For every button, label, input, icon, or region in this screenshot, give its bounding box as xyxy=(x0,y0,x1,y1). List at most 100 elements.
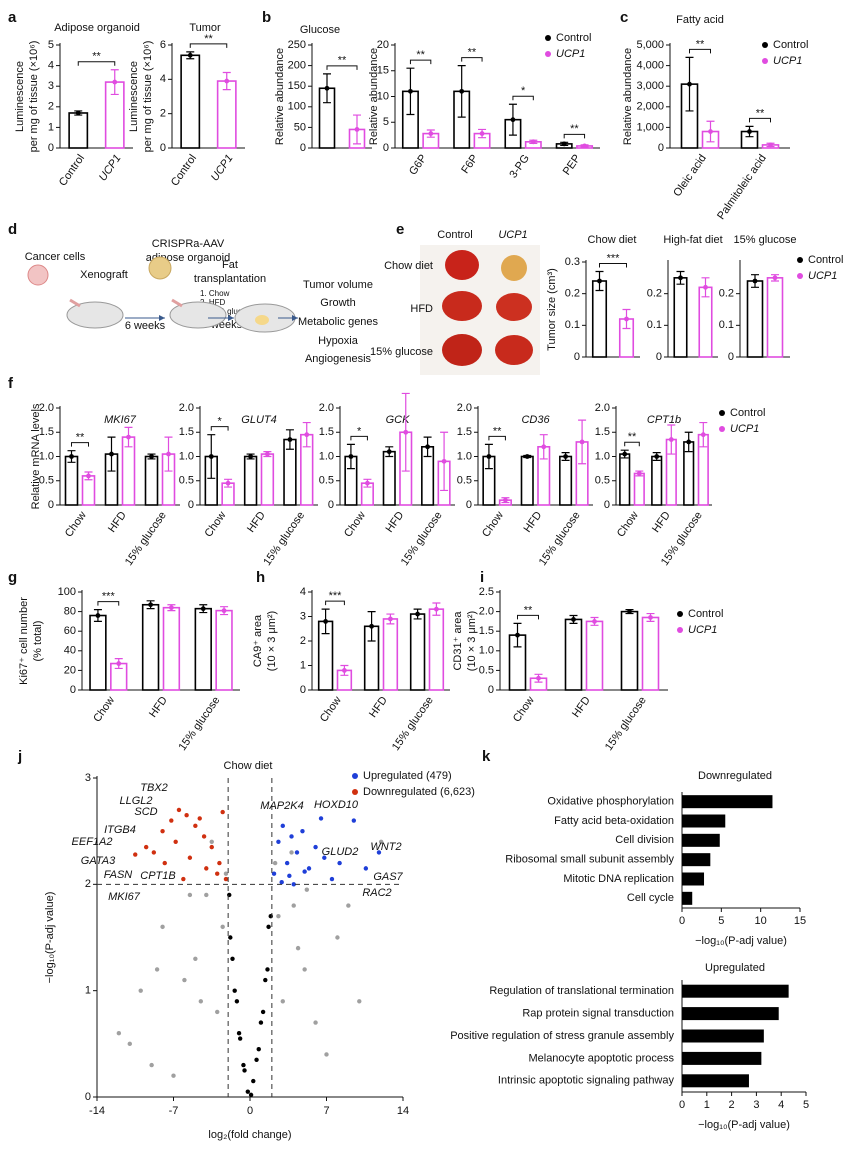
mean-dot xyxy=(668,437,674,442)
sig-label: ** xyxy=(493,425,502,437)
point xyxy=(263,977,268,983)
mean-dot xyxy=(75,110,81,116)
bar xyxy=(766,277,784,358)
y-tick-label: 1 xyxy=(48,121,54,133)
sig-label: ** xyxy=(338,55,347,67)
legend-label: UCP1 xyxy=(808,270,837,282)
bar xyxy=(682,872,705,886)
x-tick-label: HFD xyxy=(367,694,390,719)
schematic-text: 3. 15% glucose xyxy=(200,307,255,316)
y-tick-label: Melanocyte apoptotic process xyxy=(528,1052,674,1064)
mean-dot xyxy=(403,429,409,435)
y-tick-label: Mitotic DNA replication xyxy=(563,873,674,885)
mean-dot xyxy=(166,451,171,457)
schematic-text: Cancer cells xyxy=(25,251,86,263)
gene-label: HOXD10 xyxy=(314,799,359,811)
y-axis-label: per mg of tissue (×10⁶) xyxy=(28,41,40,153)
panel-letter: b xyxy=(262,9,271,26)
point xyxy=(234,999,240,1004)
chart-title: CPT1b xyxy=(647,414,681,426)
bar xyxy=(682,833,720,847)
point xyxy=(237,1036,243,1041)
bar xyxy=(651,455,663,506)
point xyxy=(138,988,143,993)
y-tick-label: 0 xyxy=(728,351,734,363)
gene-label: CPT1B xyxy=(140,870,175,882)
mean-dot xyxy=(200,606,206,612)
point xyxy=(184,813,189,818)
x-tick-label: 7 xyxy=(323,1105,329,1117)
chart-title: 15% glucose xyxy=(734,234,797,246)
tumor xyxy=(495,335,533,365)
photo-row: Chow diet xyxy=(384,260,433,272)
x-tick-label: 15% glucose xyxy=(399,510,445,568)
bar xyxy=(682,814,726,828)
y-tick-label: 1.0 xyxy=(479,645,494,657)
mean-dot xyxy=(627,609,632,614)
mean-dot xyxy=(700,432,706,438)
chart: Upregulated 0 1 2 3 4 5 −log₁₀(P-adj value) Regu… xyxy=(450,962,809,1131)
y-tick-label: Positive regulation of stress granule as… xyxy=(450,1030,674,1042)
chart-title: Upregulated xyxy=(705,962,765,974)
sig-bracket xyxy=(350,435,368,441)
point xyxy=(209,844,214,850)
point xyxy=(160,828,165,834)
point xyxy=(291,882,296,887)
y-tick-label: 0 xyxy=(48,499,54,511)
x-tick-label: HFD xyxy=(522,509,545,534)
sig-bracket xyxy=(461,57,483,62)
x-tick-label: Chow xyxy=(480,509,506,539)
point xyxy=(322,855,327,860)
point xyxy=(182,977,187,983)
gene-label: GATA3 xyxy=(81,855,116,867)
y-tick-label: 5 xyxy=(383,116,389,128)
mean-dot xyxy=(348,454,354,459)
point xyxy=(294,850,300,855)
mean-dot xyxy=(510,117,516,123)
point xyxy=(279,880,284,885)
mean-dot xyxy=(582,143,587,149)
bar xyxy=(682,1074,749,1088)
chart: j Chow diet −log₁₀(P-adj value) 0 1 2 3 -14 -7 0 7… xyxy=(17,748,475,1141)
mean-dot xyxy=(636,471,642,476)
mean-dot xyxy=(69,454,74,459)
y-tick-label: Rap protein signal transduction xyxy=(522,1008,674,1020)
mean-dot xyxy=(441,458,447,464)
y-tick-label: 200 xyxy=(288,60,306,72)
y-tick-label: 2.0 xyxy=(479,606,494,618)
y-tick-label: 0 xyxy=(85,1091,91,1103)
mean-dot xyxy=(459,88,465,94)
mouse xyxy=(169,301,227,329)
point xyxy=(304,887,310,892)
panel-letter: j xyxy=(17,748,22,765)
bar xyxy=(243,455,258,506)
legend-marker xyxy=(545,35,551,41)
mean-dot xyxy=(304,432,310,438)
y-tick-label: Cell division xyxy=(615,834,674,846)
bar xyxy=(141,603,160,691)
sig-bracket xyxy=(624,441,640,447)
photo-column: Control xyxy=(437,229,472,241)
sig-label: ** xyxy=(92,51,101,63)
x-tick-label: 15 xyxy=(794,915,806,927)
chart-title: Chow diet xyxy=(588,234,637,246)
mean-dot xyxy=(708,129,713,134)
bar xyxy=(682,984,789,998)
mean-dot xyxy=(434,606,439,612)
y-tick-label: 0 xyxy=(658,142,664,154)
y-tick-label: 0 xyxy=(70,684,76,696)
x-tick-label: HFD xyxy=(106,509,129,534)
x-tick-label: Chow xyxy=(318,694,344,724)
y-tick-label: 0.5 xyxy=(319,475,334,487)
mean-dot xyxy=(95,613,101,618)
legend-marker xyxy=(762,42,768,48)
y-axis-label: (% total) xyxy=(32,621,44,662)
x-tick-label: Control xyxy=(169,153,199,189)
mean-dot xyxy=(541,444,547,450)
mean-dot xyxy=(648,615,653,620)
syringe xyxy=(69,298,81,308)
y-tick-label: 0 xyxy=(300,684,306,696)
mean-dot xyxy=(323,619,328,624)
